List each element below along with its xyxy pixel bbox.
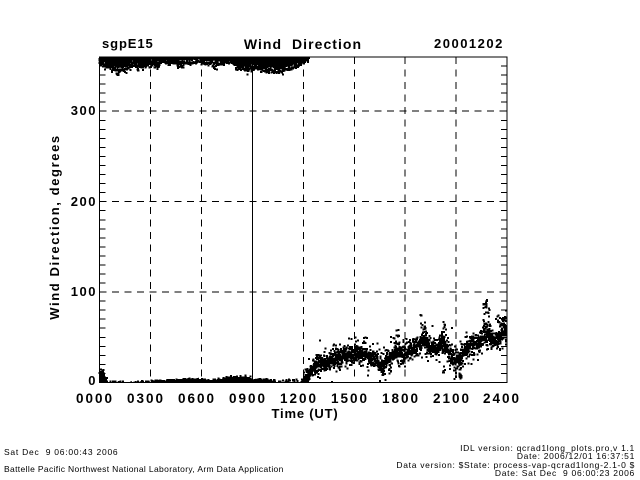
svg-text:Wind Direction, degrees: Wind Direction, degrees bbox=[47, 134, 62, 320]
